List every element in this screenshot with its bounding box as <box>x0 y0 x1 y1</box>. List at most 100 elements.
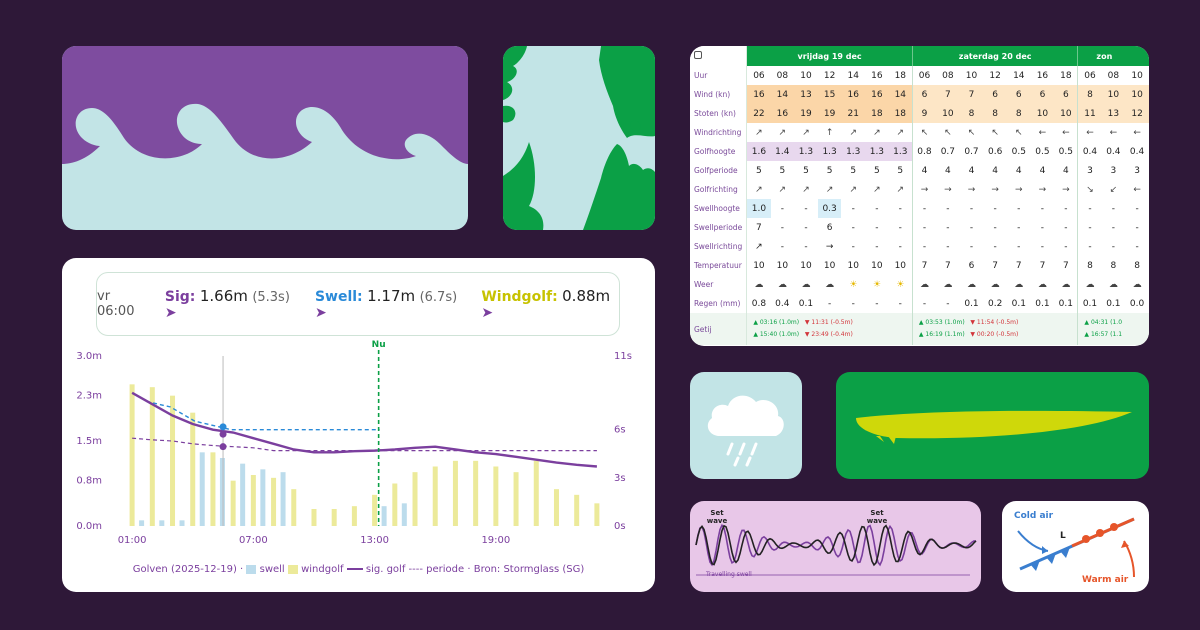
cell-wind: 14 <box>888 85 913 104</box>
cell-swellrichting: - <box>946 241 950 252</box>
sidebar-toggle-icon[interactable] <box>690 46 748 66</box>
direction-arrow-icon: ➤ <box>314 305 327 321</box>
arrow-ne: ↗ <box>873 184 881 195</box>
cell-swellrichting: - <box>911 237 937 256</box>
chart-summary-box: vr 06:00 Sig: 1.66m (5.3s) ➤ Swell: 1.17… <box>96 272 620 336</box>
cell-swellrichting: - <box>1064 241 1068 252</box>
windgolf-bar <box>574 494 580 526</box>
cell-swellperiode: - <box>1135 222 1139 233</box>
arrow-ne: ↗ <box>849 184 858 195</box>
arrow-e: → <box>991 184 999 195</box>
arrow-e: → <box>1038 184 1047 195</box>
windgolf-bar <box>513 472 519 526</box>
arrow-ne: ↗ <box>849 127 858 138</box>
tide-low: ▼ 23:49 (-0.4m) <box>804 331 853 338</box>
windgolf-bar <box>129 384 135 526</box>
row-label-swellrichting: Swellrichting <box>690 237 748 256</box>
arrow-nw: ↖ <box>944 127 952 138</box>
swell-bar <box>199 452 205 526</box>
cell-temperatuur: 8 <box>1077 256 1102 275</box>
legend-periode: ---- periode · Bron: Stormglass (SG) <box>408 564 585 575</box>
row-temperatuur: Temperatuur 10 10 10 10 10 10 10 7 7 6 7 7 7 7 8 8 8 <box>690 256 1149 275</box>
y-left-tick: 0.8m <box>76 476 102 487</box>
low-pressure-label: L <box>1060 531 1066 541</box>
cell-temperatuur: 7 <box>1015 260 1022 271</box>
arrow-e: → <box>911 180 937 199</box>
cell-stoten: 12 <box>1125 104 1149 123</box>
row-label-golfhoogte: Golfhoogte <box>690 142 748 161</box>
cell-golfhoogte: 1.3 <box>841 142 866 161</box>
cell-regen: 0.4 <box>775 298 790 309</box>
cell-regen: 0.2 <box>987 298 1003 309</box>
rain-cloud-icon <box>707 395 784 467</box>
cell-swellperiode: 7 <box>756 222 762 233</box>
north-sea-map <box>503 46 655 230</box>
cell-swellperiode: - <box>780 222 784 233</box>
cell-regen: 0.1 <box>964 298 979 309</box>
windgolf-bar <box>372 494 378 526</box>
map-card[interactable] <box>503 46 655 230</box>
cell-temperatuur: 10 <box>753 260 765 271</box>
cell-uur: 08 <box>1107 70 1120 81</box>
cell-swellperiode: - <box>911 218 937 237</box>
arrow-e: → <box>967 184 976 195</box>
cell-stoten: 19 <box>794 104 818 123</box>
cell-golfperiode: 3 <box>1134 165 1140 176</box>
cold-air-label: Cold air <box>1014 511 1054 521</box>
cell-swellhoogte: - <box>898 203 902 214</box>
cell-wind: 6 <box>1054 85 1078 104</box>
surfboard-icon <box>856 410 1132 444</box>
arrow-ne: ↗ <box>896 127 905 138</box>
cell-temperatuur: 8 <box>1134 260 1140 271</box>
cell-golfperiode: 4 <box>968 165 975 176</box>
sig-golf-line <box>131 391 597 468</box>
cell-temperatuur: 10 <box>800 260 812 271</box>
arrow-n: ↑ <box>825 127 834 138</box>
cell-golfperiode: 4 <box>992 165 999 176</box>
arrow-nw: ↖ <box>911 123 937 142</box>
cell-golfhoogte: 1.6 <box>746 142 771 161</box>
windgolf-bar <box>230 480 236 526</box>
windgolf-bar <box>432 466 438 526</box>
cell-wind: 16 <box>865 85 889 104</box>
windgolf-bar <box>311 509 317 526</box>
cell-swellperiode: - <box>804 222 808 233</box>
cloud-icon: ☁ <box>801 279 811 290</box>
windgolf-bar <box>250 475 256 526</box>
cell-golfhoogte: 0.7 <box>964 146 979 157</box>
cloud-icon: ☁ <box>754 279 764 290</box>
cell-swellhoogte: - <box>875 203 879 214</box>
front-diagram <box>1017 517 1135 578</box>
cell-swellrichting: - <box>780 241 784 252</box>
row-weer: Weer ☁ ☁ ☁ ☁ ☀ ☀ ☀ ☁ ☁ ☁ ☁ ☁ ☁ ☁ ☁ ☁ ☁ <box>690 275 1149 294</box>
cell-swellhoogte: - <box>969 203 974 214</box>
cell-golfperiode: 5 <box>874 165 880 176</box>
cell-swellhoogte: - <box>946 203 950 214</box>
tide-low: ▼ 00:20 (-0.5m) <box>970 331 1019 338</box>
y-right-tick: 0s <box>614 521 626 532</box>
arrow-ne: ↗ <box>755 127 763 138</box>
cell-wind: 8 <box>1077 85 1102 104</box>
tide-high: ▲ 03:53 (1.0m) <box>918 319 965 326</box>
wave-icon <box>62 46 468 164</box>
cell-wind: 10 <box>1101 85 1126 104</box>
wave-chart[interactable]: 0.0m 0.8m 1.5m 2.3m 3.0m 0s 3s 6s 11s Nu 01:00 07:0… <box>62 258 655 592</box>
cell-swellhoogte: - <box>1077 199 1102 218</box>
swell-point <box>219 423 227 431</box>
cell-uur: 10 <box>800 70 812 81</box>
cell-swellhoogte: - <box>1040 203 1045 214</box>
cell-regen: 0.1 <box>1077 294 1102 313</box>
forecast-table-card: vrijdag 19 dec zaterdag 20 dec zon Uur 06… <box>690 46 1149 346</box>
cell-swellperiode: - <box>969 222 974 233</box>
row-label-getij: Getij <box>690 313 748 345</box>
cell-uur: 06 <box>1077 66 1102 85</box>
swell-bar <box>219 458 225 526</box>
cell-swellrichting: - <box>993 241 997 252</box>
row-getij: Getij ▲ 03:16 (1.0m) ▼ 11:31 (-0.5m) ▲ 15:… <box>690 313 1149 345</box>
row-stoten: Stoten (kn) 22 16 19 19 21 18 18 9 10 8 8 8 10 10 11 13 1… <box>690 104 1149 123</box>
arrow-nw: ↖ <box>1015 127 1023 138</box>
row-windrichting: Windrichting ↗ ↗ ↗ ↑ ↗ ↗ ↗ ↖ ↖ ↖ ↖ ↖ ← ← ← ← ← <box>690 123 1149 142</box>
cell-swellrichting: - <box>969 241 974 252</box>
cell-uur: 16 <box>1036 70 1049 81</box>
swell-bar <box>280 472 286 526</box>
